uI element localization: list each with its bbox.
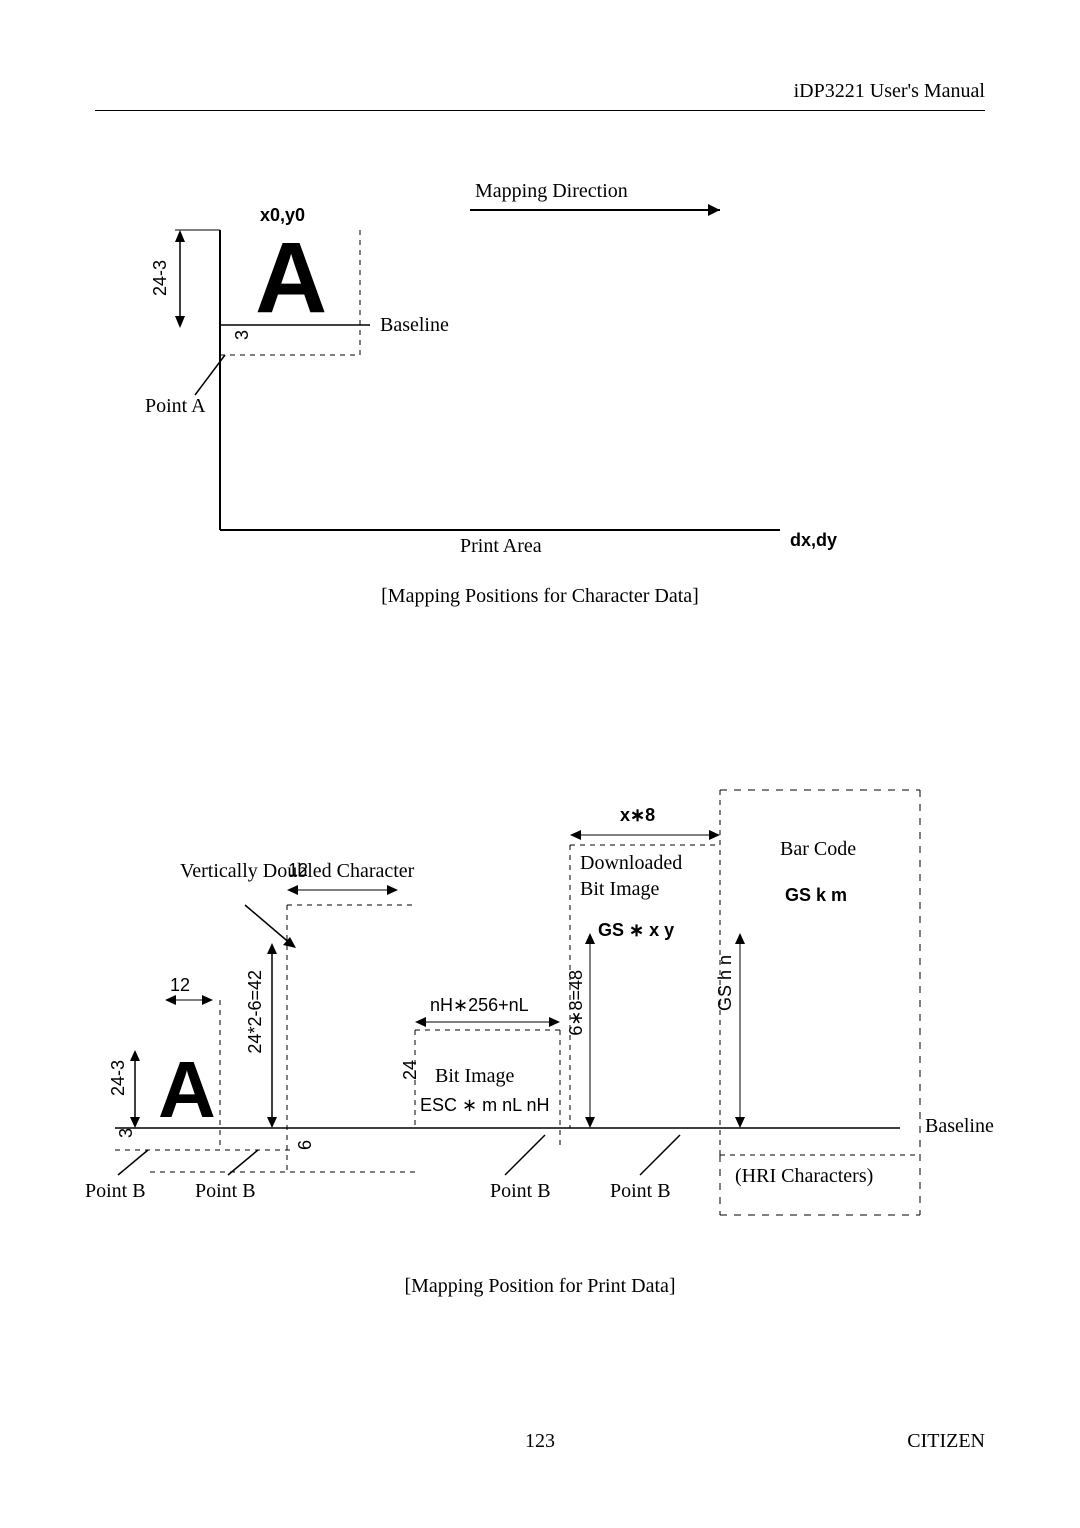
hri-label: (HRI Characters) [735,1165,873,1188]
dl-label: Downloaded Bit Image [580,850,710,902]
baseline-label-2: Baseline [925,1115,994,1138]
figure-2-caption: [Mapping Position for Print Data] [0,1275,1080,1298]
h24x2: 24*2-6=42 [245,970,266,1054]
point-b-2: Point B [195,1180,256,1203]
h12-left: 12 [170,975,190,996]
point-b-4: Point B [610,1180,671,1203]
barcode-cmd: GS k m [785,885,847,906]
h12-top: 12 [288,860,308,881]
dl-height: 6∗8=48 [565,970,587,1036]
bit-width: nH∗256+nL [430,995,529,1016]
barcode-height: GS h n [715,955,736,1011]
barcode-label: Bar Code [780,838,856,861]
h6: 6 [295,1140,316,1150]
dl-cmd: GS ∗ x y [598,920,674,941]
footer-brand: CITIZEN [907,1430,985,1453]
point-b-3: Point B [490,1180,551,1203]
h24-3: 24-3 [108,1060,129,1096]
bit-image-label: Bit Image [435,1065,514,1088]
glyph-a-2: A [158,1050,216,1130]
h3: 3 [116,1128,137,1138]
bit-height: 24 [400,1060,421,1080]
dl-width: x∗8 [620,805,655,826]
bit-image-cmd: ESC ∗ m nL nH [420,1095,549,1116]
page-number: 123 [525,1430,555,1453]
point-b-1: Point B [85,1180,146,1203]
